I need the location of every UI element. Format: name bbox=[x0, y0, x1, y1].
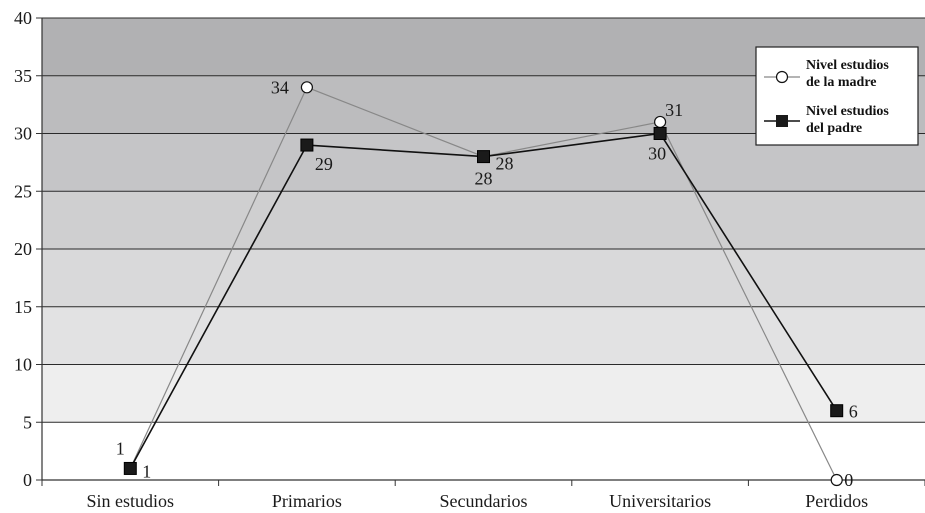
point-madre bbox=[300, 81, 313, 94]
legend-label-madre: de la madre bbox=[806, 75, 877, 90]
background-bands bbox=[42, 18, 925, 480]
y-tick-label: 30 bbox=[14, 124, 32, 144]
background-band bbox=[42, 306, 925, 365]
point-padre bbox=[653, 127, 667, 140]
x-tick-label: Universitarios bbox=[609, 491, 711, 511]
y-tick-label: 0 bbox=[23, 470, 32, 490]
point-padre bbox=[300, 138, 314, 152]
data-label-padre: 29 bbox=[315, 154, 333, 174]
y-tick-label: 15 bbox=[14, 297, 32, 317]
legend-label-madre: Nivel estudios bbox=[806, 58, 889, 73]
data-label-padre: 6 bbox=[849, 402, 858, 422]
point-madre bbox=[653, 115, 667, 129]
series-markers bbox=[123, 81, 844, 487]
data-labels: 1 34 28 31 0 1 29 28 30 6 bbox=[116, 77, 858, 490]
legend-label-padre: Nivel estudios bbox=[806, 104, 889, 119]
y-tick-label: 10 bbox=[14, 355, 32, 375]
x-tick-label: Perdidos bbox=[805, 491, 868, 511]
point-madre bbox=[830, 473, 843, 487]
data-label-madre: 1 bbox=[116, 438, 125, 458]
data-label-madre: 34 bbox=[271, 77, 289, 97]
gridlines bbox=[42, 17, 925, 423]
data-label-madre: 31 bbox=[665, 100, 683, 120]
background-band bbox=[42, 364, 925, 423]
x-tick-label: Primarios bbox=[272, 491, 342, 511]
legend-marker-padre bbox=[776, 115, 788, 127]
y-tick-label: 40 bbox=[14, 8, 32, 28]
y-tick-label: 35 bbox=[14, 66, 32, 86]
data-label-madre: 28 bbox=[475, 169, 493, 189]
point-padre bbox=[830, 404, 844, 418]
point-padre bbox=[123, 461, 137, 475]
y-axis-ticks: 0 5 10 15 20 25 30 35 40 bbox=[14, 8, 42, 490]
data-label-madre: 0 bbox=[844, 470, 853, 490]
background-band bbox=[42, 191, 925, 249]
y-tick-label: 25 bbox=[14, 181, 32, 201]
legend-label-padre: del padre bbox=[806, 121, 862, 136]
x-tick-label: Secundarios bbox=[440, 491, 528, 511]
x-axis-ticks: Sin estudios Primarios Secundarios Universi… bbox=[41, 480, 925, 511]
y-tick-label: 5 bbox=[23, 412, 32, 432]
background-band bbox=[42, 249, 925, 307]
x-tick-label: Sin estudios bbox=[87, 491, 175, 511]
legend-marker-madre bbox=[775, 70, 789, 84]
data-label-padre: 30 bbox=[648, 144, 666, 164]
legend: Nivel estudios de la madre Nivel estudios d… bbox=[755, 46, 919, 146]
legend-box bbox=[755, 46, 919, 146]
data-label-padre: 28 bbox=[496, 154, 514, 174]
data-label-padre: 1 bbox=[142, 461, 151, 481]
point-padre bbox=[477, 150, 490, 164]
y-tick-label: 20 bbox=[14, 239, 32, 259]
background-band bbox=[42, 422, 925, 480]
